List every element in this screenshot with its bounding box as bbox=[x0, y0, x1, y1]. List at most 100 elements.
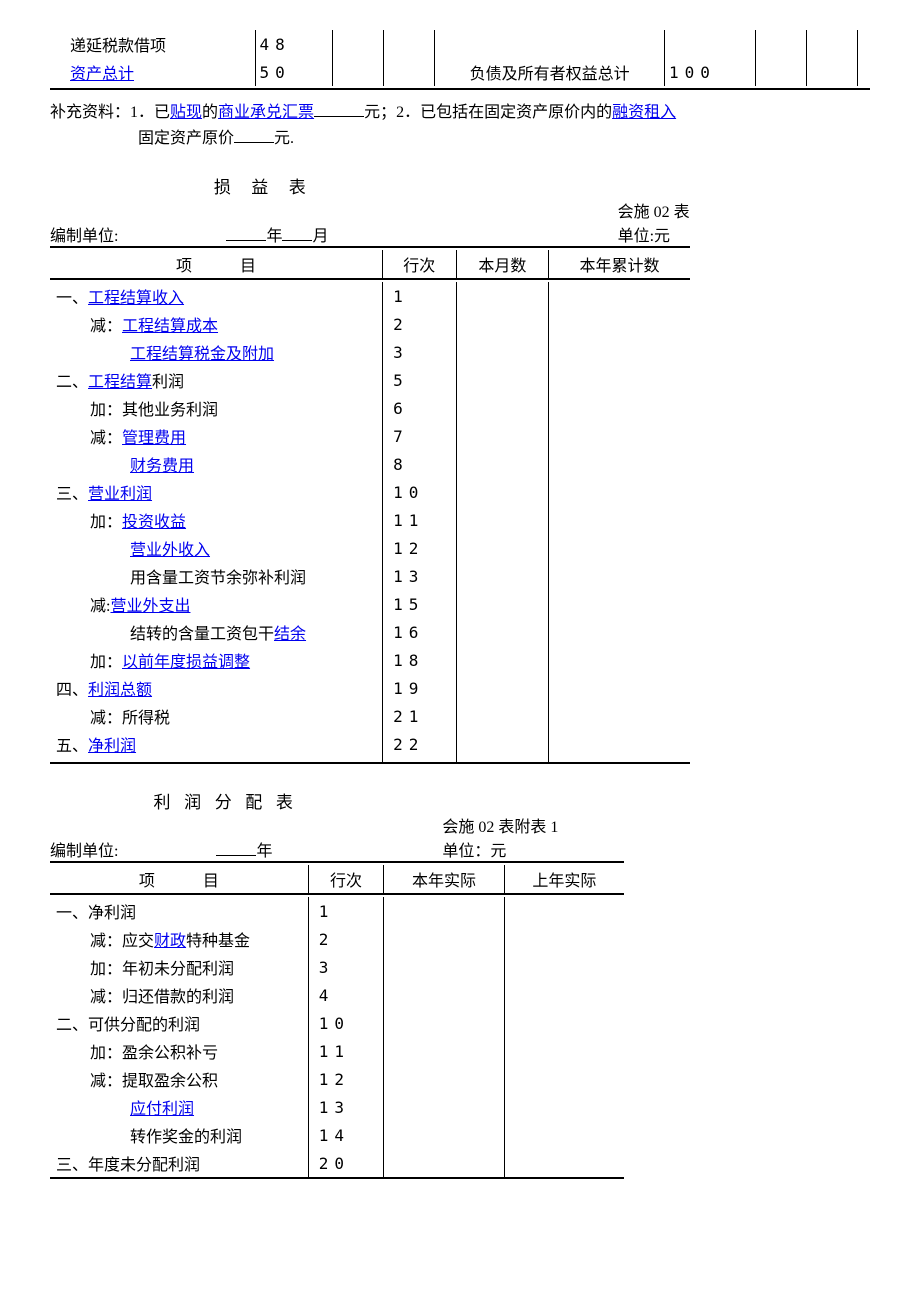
income-row: 加：以前年度损益调整 18 bbox=[50, 646, 690, 674]
row-number: 11 bbox=[383, 506, 456, 534]
balance-row: 递延税款借项 48 bbox=[50, 30, 870, 58]
supplement-text: 补充资料：1．已贴现的商业承兑汇票元；2．已包括在固定资产原价内的融资租入 固定… bbox=[50, 100, 870, 151]
link-item[interactable]: 工程结算成本 bbox=[122, 318, 218, 335]
link-shangye[interactable]: 商业承兑汇票 bbox=[218, 104, 314, 121]
col-rowno: 行次 bbox=[308, 865, 384, 894]
row-number: 4 bbox=[308, 981, 384, 1009]
row-number: 15 bbox=[383, 590, 456, 618]
row-number: 3 bbox=[308, 953, 384, 981]
income-row: 用含量工资节余弥补利润 13 bbox=[50, 562, 690, 590]
row-number: 20 bbox=[308, 1149, 384, 1178]
row-number: 10 bbox=[383, 478, 456, 506]
income-row: 加：投资收益 11 bbox=[50, 506, 690, 534]
income-row: 营业外收入 12 bbox=[50, 534, 690, 562]
income-row: 四、利润总额 19 bbox=[50, 674, 690, 702]
link-item[interactable]: 净利润 bbox=[88, 738, 136, 755]
col-ytd: 本年累计数 bbox=[549, 250, 690, 279]
row-number: 1 bbox=[308, 897, 384, 925]
link-item[interactable]: 投资收益 bbox=[122, 514, 186, 531]
distribution-title: 利润分配表 bbox=[90, 788, 370, 813]
row-number: 5 bbox=[383, 366, 456, 394]
income-row: 减：管理费用 7 bbox=[50, 422, 690, 450]
row-number: 14 bbox=[308, 1121, 384, 1149]
col-rowno: 行次 bbox=[383, 250, 456, 279]
distribution-table: 项目 行次 本年实际 上年实际 一、净利润 1 减：应交财政特种基金 2 加：年… bbox=[50, 861, 624, 1181]
income-row: 三、营业利润 10 bbox=[50, 478, 690, 506]
row-number: 1 bbox=[383, 282, 456, 310]
link-item[interactable]: 工程结算收入 bbox=[88, 290, 184, 307]
row-number: 18 bbox=[383, 646, 456, 674]
row-number: 10 bbox=[308, 1009, 384, 1037]
distribution-row: 加：年初未分配利润 3 bbox=[50, 953, 624, 981]
blank-year bbox=[226, 224, 266, 241]
row-number: 19 bbox=[383, 674, 456, 702]
row-number: 8 bbox=[383, 450, 456, 478]
link-item[interactable]: 以前年度损益调整 bbox=[122, 654, 250, 671]
income-row: 财务费用 8 bbox=[50, 450, 690, 478]
link-item[interactable]: 利润总额 bbox=[88, 682, 152, 699]
income-row: 一、工程结算收入 1 bbox=[50, 282, 690, 310]
row-number: 16 bbox=[383, 618, 456, 646]
income-header-row: 项目 行次 本月数 本年累计数 bbox=[50, 250, 690, 279]
blank-field bbox=[314, 100, 364, 117]
distribution-row: 二、可供分配的利润 10 bbox=[50, 1009, 624, 1037]
link-item[interactable]: 应付利润 bbox=[130, 1101, 194, 1118]
income-row: 减：所得税 21 bbox=[50, 702, 690, 730]
link-rongzi[interactable]: 融资租入 bbox=[612, 104, 676, 121]
income-row: 五、净利润 22 bbox=[50, 730, 690, 758]
income-meta: 编制单位: 年月 会施 02 表 单位:元 bbox=[50, 198, 690, 246]
dist-meta: 编制单位: 年 会施 02 表附表 1 单位：元 bbox=[50, 813, 558, 861]
link-item[interactable]: 营业外支出 bbox=[110, 598, 190, 615]
row-number: 12 bbox=[308, 1065, 384, 1093]
form-number: 会施 02 表附表 1 bbox=[442, 813, 558, 837]
unit-label: 单位:元 bbox=[618, 222, 690, 246]
col-thisyear: 本年实际 bbox=[384, 865, 504, 894]
row-number: 13 bbox=[383, 562, 456, 590]
form-number: 会施 02 表 bbox=[618, 198, 690, 222]
income-statement-title: 损益表 bbox=[130, 173, 410, 198]
distribution-row: 应付利润 13 bbox=[50, 1093, 624, 1121]
divider bbox=[50, 88, 870, 90]
income-row: 加：其他业务利润 6 bbox=[50, 394, 690, 422]
blank-year bbox=[216, 839, 256, 856]
row-number: 2 bbox=[383, 310, 456, 338]
link-item[interactable]: 营业外收入 bbox=[130, 542, 210, 559]
link-item[interactable]: 资产总计 bbox=[70, 66, 134, 83]
row-number: 3 bbox=[383, 338, 456, 366]
row-number: 21 bbox=[383, 702, 456, 730]
distribution-row: 减：归还借款的利润 4 bbox=[50, 981, 624, 1009]
compile-unit-label: 编制单位: bbox=[50, 843, 118, 860]
col-month: 本月数 bbox=[456, 250, 549, 279]
distribution-row: 减：应交财政特种基金 2 bbox=[50, 925, 624, 953]
distribution-row: 三、年度未分配利润 20 bbox=[50, 1149, 624, 1178]
link-item[interactable]: 工程结算税金及附加 bbox=[130, 346, 274, 363]
link-item[interactable]: 财政 bbox=[154, 933, 186, 950]
income-row: 二、工程结算利润 5 bbox=[50, 366, 690, 394]
blank-month bbox=[282, 224, 312, 241]
row-number: 13 bbox=[308, 1093, 384, 1121]
row-number: 7 bbox=[383, 422, 456, 450]
supplement-prefix: 补充资料：1．已 bbox=[50, 104, 170, 121]
unit-label: 单位：元 bbox=[442, 837, 558, 861]
balance-row: 资产总计 50 负债及所有者权益总计 100 bbox=[50, 58, 870, 86]
distribution-row: 加：盈余公积补亏 11 bbox=[50, 1037, 624, 1065]
income-row: 结转的含量工资包干结余 16 bbox=[50, 618, 690, 646]
distribution-row: 一、净利润 1 bbox=[50, 897, 624, 925]
row-number: 22 bbox=[383, 730, 456, 758]
income-row: 减：工程结算成本 2 bbox=[50, 310, 690, 338]
link-item[interactable]: 工程结算 bbox=[88, 374, 152, 391]
link-item[interactable]: 财务费用 bbox=[130, 458, 194, 475]
link-item[interactable]: 营业利润 bbox=[88, 486, 152, 503]
distribution-row: 转作奖金的利润 14 bbox=[50, 1121, 624, 1149]
link-item[interactable]: 管理费用 bbox=[122, 430, 186, 447]
income-row: 工程结算税金及附加 3 bbox=[50, 338, 690, 366]
row-number: 6 bbox=[383, 394, 456, 422]
row-number: 11 bbox=[308, 1037, 384, 1065]
row-number: 2 bbox=[308, 925, 384, 953]
blank-field bbox=[234, 126, 274, 143]
distribution-row: 减：提取盈余公积 12 bbox=[50, 1065, 624, 1093]
link-tiexian[interactable]: 贴现 bbox=[170, 104, 202, 121]
link-item[interactable]: 结余 bbox=[274, 626, 306, 643]
balance-table-fragment: 递延税款借项 48 资产总计 50 负债及所有者权益总计 100 bbox=[50, 30, 870, 86]
compile-unit-label: 编制单位: bbox=[50, 228, 118, 245]
